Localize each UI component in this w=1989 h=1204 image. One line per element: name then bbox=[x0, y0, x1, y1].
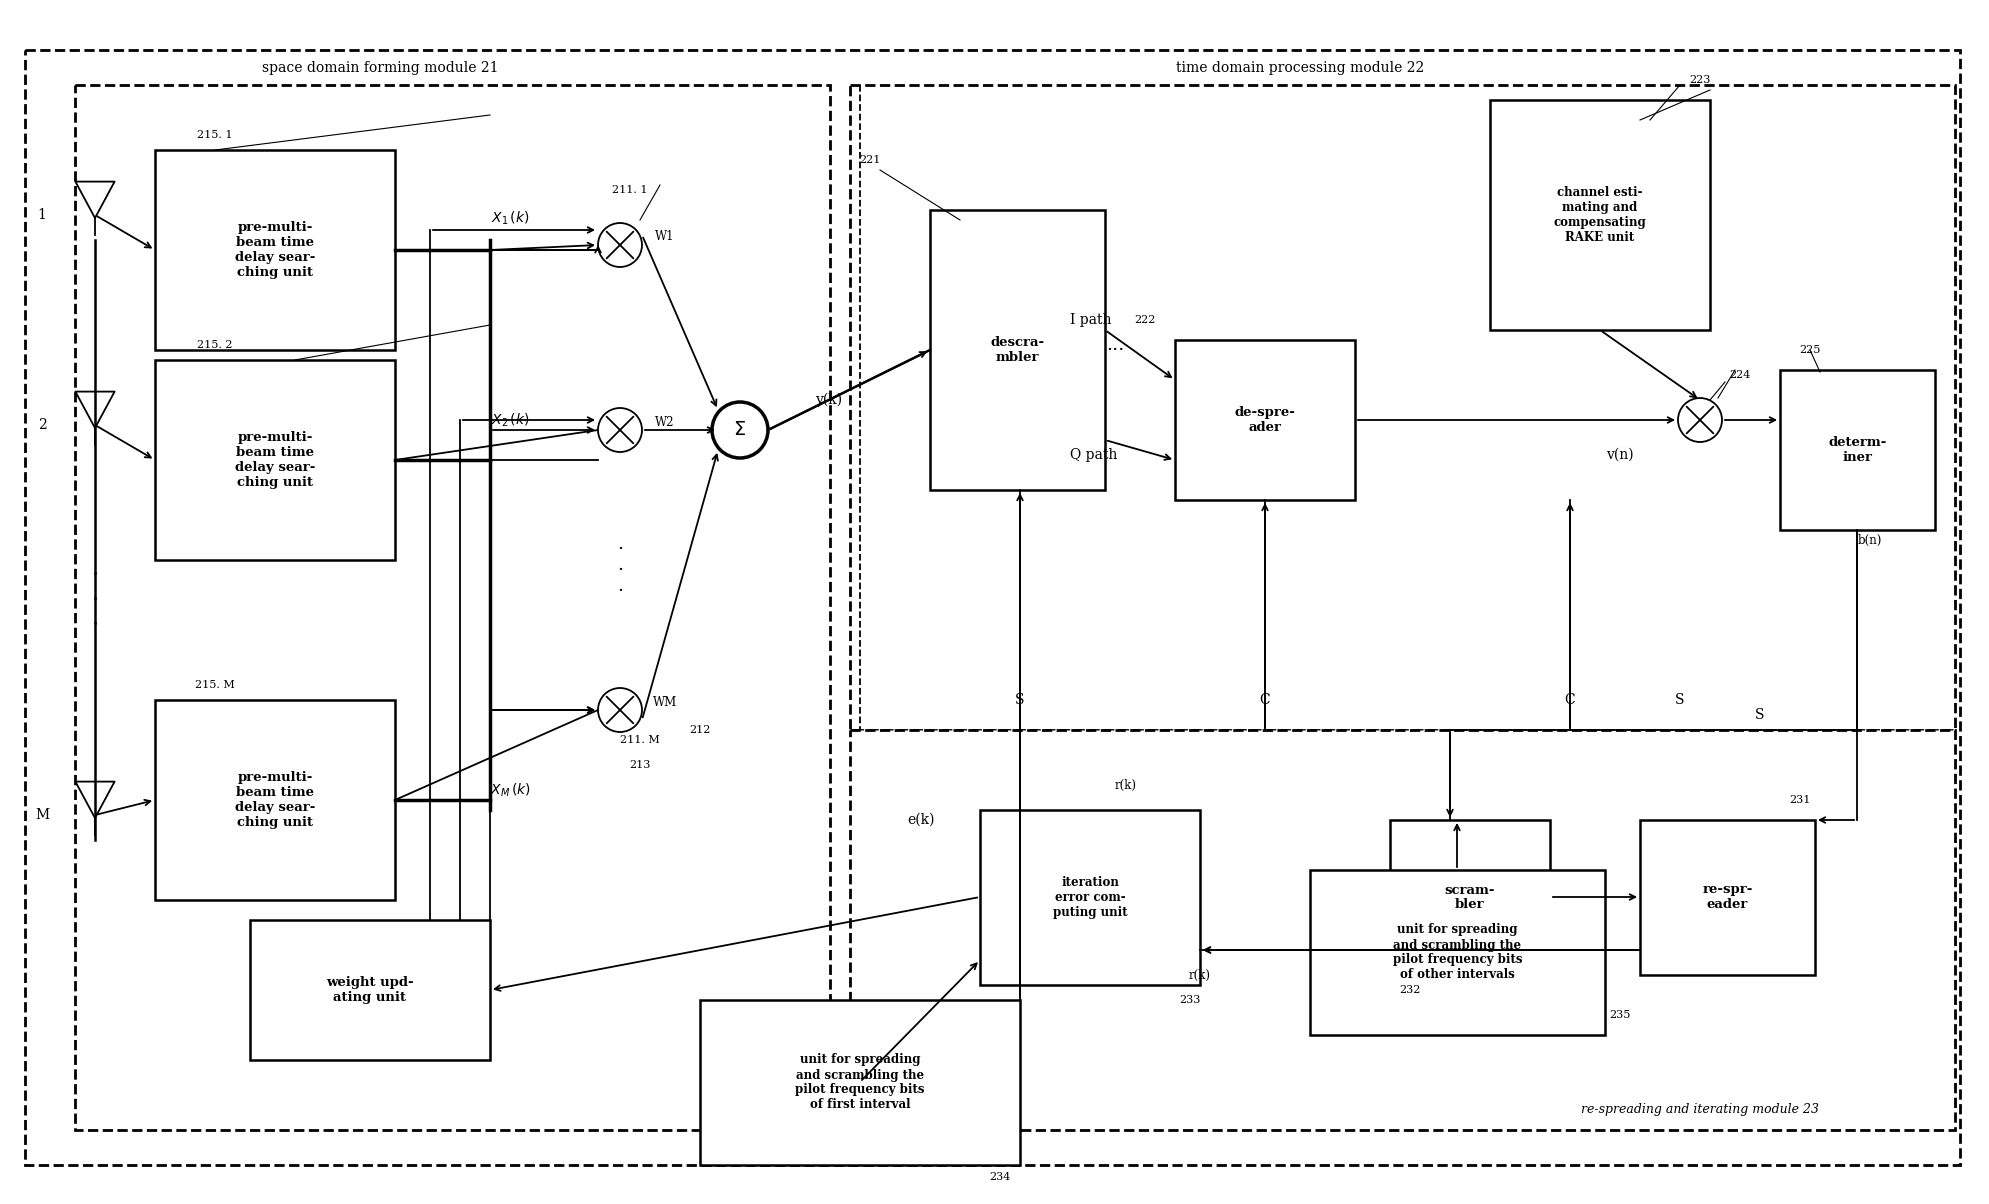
Text: W1: W1 bbox=[654, 230, 674, 243]
Bar bbox=[1780, 370, 1935, 530]
Text: 215. 2: 215. 2 bbox=[197, 340, 233, 350]
Text: C: C bbox=[1259, 694, 1271, 707]
Text: unit for spreading
and scrambling the
pilot frequency bits
of other intervals: unit for spreading and scrambling the pi… bbox=[1392, 923, 1522, 981]
Text: M: M bbox=[36, 808, 50, 822]
Text: $X_2\,(k)$: $X_2\,(k)$ bbox=[491, 412, 529, 429]
Text: S: S bbox=[1675, 694, 1685, 707]
Text: 215. M: 215. M bbox=[195, 680, 235, 690]
Bar bbox=[981, 810, 1199, 985]
Bar bbox=[155, 150, 396, 350]
Text: channel esti-
mating and
compensating
RAKE unit: channel esti- mating and compensating RA… bbox=[1553, 185, 1647, 244]
Bar bbox=[155, 360, 396, 560]
Text: pre-multi-
beam time
delay sear-
ching unit: pre-multi- beam time delay sear- ching u… bbox=[235, 222, 314, 279]
Text: re-spreading and iterating module 23: re-spreading and iterating module 23 bbox=[1581, 1104, 1820, 1116]
Text: pre-multi-
beam time
delay sear-
ching unit: pre-multi- beam time delay sear- ching u… bbox=[235, 431, 314, 489]
Text: b(n): b(n) bbox=[1858, 533, 1882, 547]
Text: 223: 223 bbox=[1689, 75, 1711, 85]
Bar bbox=[849, 730, 1955, 1131]
Text: y(k): y(k) bbox=[815, 393, 843, 407]
Text: ·
·
·: · · · bbox=[617, 541, 623, 600]
Text: $\Sigma$: $\Sigma$ bbox=[734, 421, 746, 439]
Text: r(k): r(k) bbox=[1189, 968, 1211, 981]
Text: C: C bbox=[1565, 694, 1575, 707]
Text: 225: 225 bbox=[1800, 346, 1820, 355]
Text: scram-
bler: scram- bler bbox=[1444, 884, 1496, 911]
Text: $X_M\,(k)$: $X_M\,(k)$ bbox=[489, 781, 531, 798]
Bar bbox=[251, 920, 489, 1060]
Text: 1: 1 bbox=[38, 208, 46, 222]
Text: 221: 221 bbox=[859, 155, 881, 165]
Bar bbox=[1641, 820, 1816, 975]
Text: 2: 2 bbox=[38, 418, 46, 432]
Text: 212: 212 bbox=[690, 725, 710, 734]
Text: descra-
mbler: descra- mbler bbox=[991, 336, 1044, 364]
Bar bbox=[700, 1001, 1020, 1165]
Bar bbox=[1311, 870, 1605, 1035]
Bar bbox=[931, 209, 1106, 490]
Text: WM: WM bbox=[652, 696, 676, 708]
Text: ·
·
·: · · · bbox=[91, 563, 99, 637]
Text: 235: 235 bbox=[1609, 1010, 1631, 1020]
Text: 213: 213 bbox=[629, 760, 650, 771]
Text: 232: 232 bbox=[1400, 985, 1420, 995]
Text: 211. 1: 211. 1 bbox=[613, 185, 648, 195]
Text: ···: ··· bbox=[1106, 341, 1124, 359]
Bar bbox=[849, 85, 1955, 730]
Text: pre-multi-
beam time
delay sear-
ching unit: pre-multi- beam time delay sear- ching u… bbox=[235, 771, 314, 830]
Text: time domain processing module 22: time domain processing module 22 bbox=[1175, 61, 1424, 75]
Text: weight upd-
ating unit: weight upd- ating unit bbox=[326, 976, 414, 1004]
Text: 231: 231 bbox=[1790, 795, 1810, 805]
Text: determ-
iner: determ- iner bbox=[1828, 436, 1888, 464]
Text: 224: 224 bbox=[1728, 370, 1750, 380]
Text: 222: 222 bbox=[1134, 315, 1156, 325]
Text: 234: 234 bbox=[989, 1171, 1010, 1182]
Bar bbox=[1490, 100, 1711, 330]
Bar bbox=[76, 85, 829, 1131]
Text: r(k): r(k) bbox=[1116, 779, 1138, 791]
Text: 215. 1: 215. 1 bbox=[197, 130, 233, 140]
Text: space domain forming module 21: space domain forming module 21 bbox=[263, 61, 499, 75]
Text: I path: I path bbox=[1070, 313, 1112, 327]
Text: $X_1\,(k)$: $X_1\,(k)$ bbox=[491, 209, 529, 226]
Text: e(k): e(k) bbox=[907, 813, 935, 827]
Bar bbox=[1175, 340, 1355, 500]
Bar bbox=[155, 700, 396, 901]
Text: iteration
error com-
puting unit: iteration error com- puting unit bbox=[1052, 877, 1128, 919]
Text: S: S bbox=[1754, 708, 1764, 722]
Text: W2: W2 bbox=[654, 415, 674, 429]
Text: unit for spreading
and scrambling the
pilot frequency bits
of first interval: unit for spreading and scrambling the pi… bbox=[796, 1054, 925, 1111]
Text: Q path: Q path bbox=[1070, 448, 1118, 462]
Text: v(n): v(n) bbox=[1607, 448, 1633, 462]
Text: S: S bbox=[1014, 694, 1024, 707]
Bar bbox=[1390, 820, 1549, 975]
Text: re-spr-
eader: re-spr- eader bbox=[1703, 884, 1752, 911]
Text: 233: 233 bbox=[1179, 995, 1201, 1005]
Text: 211. M: 211. M bbox=[621, 734, 660, 745]
Text: de-spre-
ader: de-spre- ader bbox=[1235, 406, 1295, 433]
